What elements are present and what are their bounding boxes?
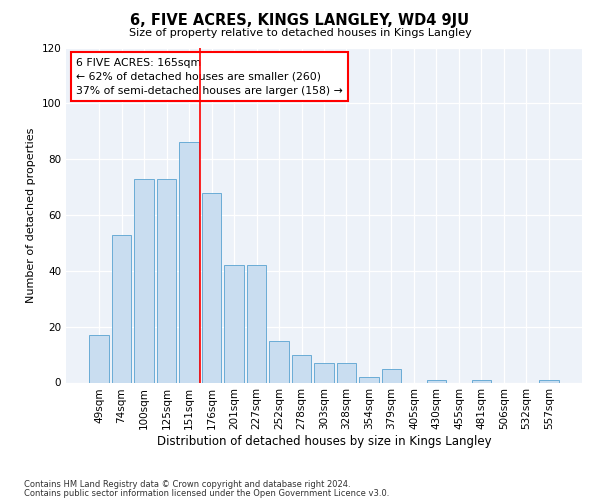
Bar [157, 178, 176, 382]
Text: 6 FIVE ACRES: 165sqm
← 62% of detached houses are smaller (260)
37% of semi-deta: 6 FIVE ACRES: 165sqm ← 62% of detached h… [76, 58, 343, 96]
Bar [382, 368, 401, 382]
Bar [247, 265, 266, 382]
Bar [472, 380, 491, 382]
Bar [89, 335, 109, 382]
Bar [112, 234, 131, 382]
Text: Contains HM Land Registry data © Crown copyright and database right 2024.: Contains HM Land Registry data © Crown c… [24, 480, 350, 489]
Bar [292, 354, 311, 382]
Bar [202, 192, 221, 382]
Bar [179, 142, 199, 382]
Bar [359, 377, 379, 382]
X-axis label: Distribution of detached houses by size in Kings Langley: Distribution of detached houses by size … [157, 435, 491, 448]
Text: Contains public sector information licensed under the Open Government Licence v3: Contains public sector information licen… [24, 488, 389, 498]
Text: 6, FIVE ACRES, KINGS LANGLEY, WD4 9JU: 6, FIVE ACRES, KINGS LANGLEY, WD4 9JU [130, 12, 470, 28]
Bar [224, 265, 244, 382]
Y-axis label: Number of detached properties: Number of detached properties [26, 128, 36, 302]
Bar [134, 178, 154, 382]
Bar [269, 340, 289, 382]
Bar [427, 380, 446, 382]
Text: Size of property relative to detached houses in Kings Langley: Size of property relative to detached ho… [128, 28, 472, 38]
Bar [337, 363, 356, 382]
Bar [539, 380, 559, 382]
Bar [314, 363, 334, 382]
